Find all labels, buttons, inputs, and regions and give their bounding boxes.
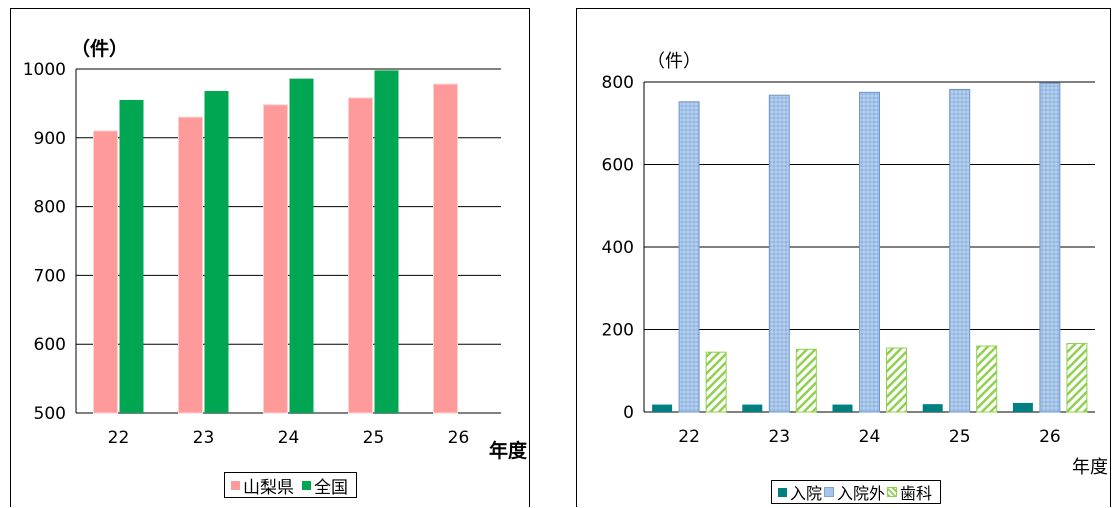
x-tick-label: 22	[108, 428, 130, 448]
bar-入院	[742, 404, 763, 412]
legend-label: 歯科	[900, 484, 933, 503]
bar-全国	[374, 70, 399, 413]
y-unit-label: （件）	[71, 37, 128, 60]
y-tick-label: 1000	[23, 60, 66, 80]
legend-label: 全国	[314, 477, 348, 498]
y-tick-label: 800	[34, 198, 66, 218]
legend: 山梨県 全国	[224, 472, 357, 498]
bar-全国	[289, 78, 314, 413]
x-axis-label: 年度	[1072, 457, 1108, 478]
x-axis-label: 年度	[489, 439, 528, 462]
bar-入院外	[859, 91, 880, 413]
y-tick-label: 600	[602, 156, 634, 176]
chart-panel-left: （件） 年度 500 600 700 800 900 1000 22 23 24 25 26 山梨県…	[10, 8, 530, 507]
y-tick-label: 900	[34, 129, 66, 149]
bar-山梨県	[263, 104, 288, 414]
y-tick-label: 700	[34, 266, 66, 286]
legend-label: 入院外	[837, 484, 886, 503]
legend-item-inpatient: 入院	[778, 480, 822, 504]
legend-swatch-yamanashi	[231, 480, 240, 490]
bar-歯科	[795, 348, 817, 413]
bar-歯科	[1066, 343, 1088, 413]
bar-歯科	[976, 345, 998, 413]
y-tick-label: 500	[34, 404, 66, 424]
bar-入院外	[768, 94, 790, 413]
x-tick-label: 26	[448, 428, 470, 448]
chart-panel-right: （件） 年度 0 200 400 600 800 22 23 24 25 26 入院 入院外 歯科	[576, 8, 1111, 507]
legend-item-national: 全国	[302, 473, 348, 498]
x-tick-label: 25	[363, 428, 385, 448]
chart-left-svg: （件） 年度 500 600 700 800 900 1000 22 23 24 25 26	[23, 37, 528, 462]
legend: 入院 入院外 歯科	[771, 480, 942, 504]
x-tick-label: 24	[278, 428, 300, 448]
bar-入院	[1012, 402, 1033, 412]
legend-item-yamanashi: 山梨県	[231, 473, 294, 498]
bar-歯科	[705, 351, 727, 413]
legend-swatch-inpatient	[778, 487, 787, 497]
legend-swatch-dental	[887, 487, 898, 497]
bar-全国	[204, 91, 229, 414]
bar-山梨県	[178, 116, 203, 414]
legend-item-outpatient: 入院外	[824, 480, 885, 504]
bar-全国	[119, 99, 144, 414]
legend-item-dental: 歯科	[887, 480, 932, 504]
legend-label: 山梨県	[243, 477, 294, 498]
y-tick-label: 0	[623, 403, 634, 423]
bar-歯科	[886, 347, 907, 413]
legend-swatch-national	[302, 480, 311, 490]
x-tick-label: 25	[949, 427, 971, 447]
y-tick-label: 600	[34, 335, 66, 355]
bar-入院	[652, 404, 673, 412]
bar-入院外	[1039, 82, 1061, 413]
x-tick-label: 23	[768, 427, 790, 447]
bar-山梨県	[433, 83, 458, 414]
x-tick-label: 23	[193, 428, 215, 448]
legend-label: 入院	[790, 484, 823, 503]
bar-入院外	[949, 88, 971, 413]
bar-山梨県	[348, 97, 373, 414]
y-unit-label: （件）	[647, 51, 701, 72]
bar-入院外	[678, 101, 700, 413]
x-tick-label: 24	[859, 427, 881, 447]
bar-入院	[832, 404, 853, 412]
bar-山梨県	[93, 130, 118, 414]
x-tick-label: 22	[678, 427, 700, 447]
bar-入院	[922, 404, 943, 412]
x-tick-label: 26	[1039, 427, 1061, 447]
y-tick-label: 800	[602, 73, 634, 93]
legend-swatch-outpatient	[824, 487, 835, 497]
chart-right-svg: （件） 年度 0 200 400 600 800 22 23 24 25 26	[602, 51, 1108, 478]
y-tick-label: 400	[602, 238, 634, 258]
y-tick-label: 200	[602, 321, 634, 341]
